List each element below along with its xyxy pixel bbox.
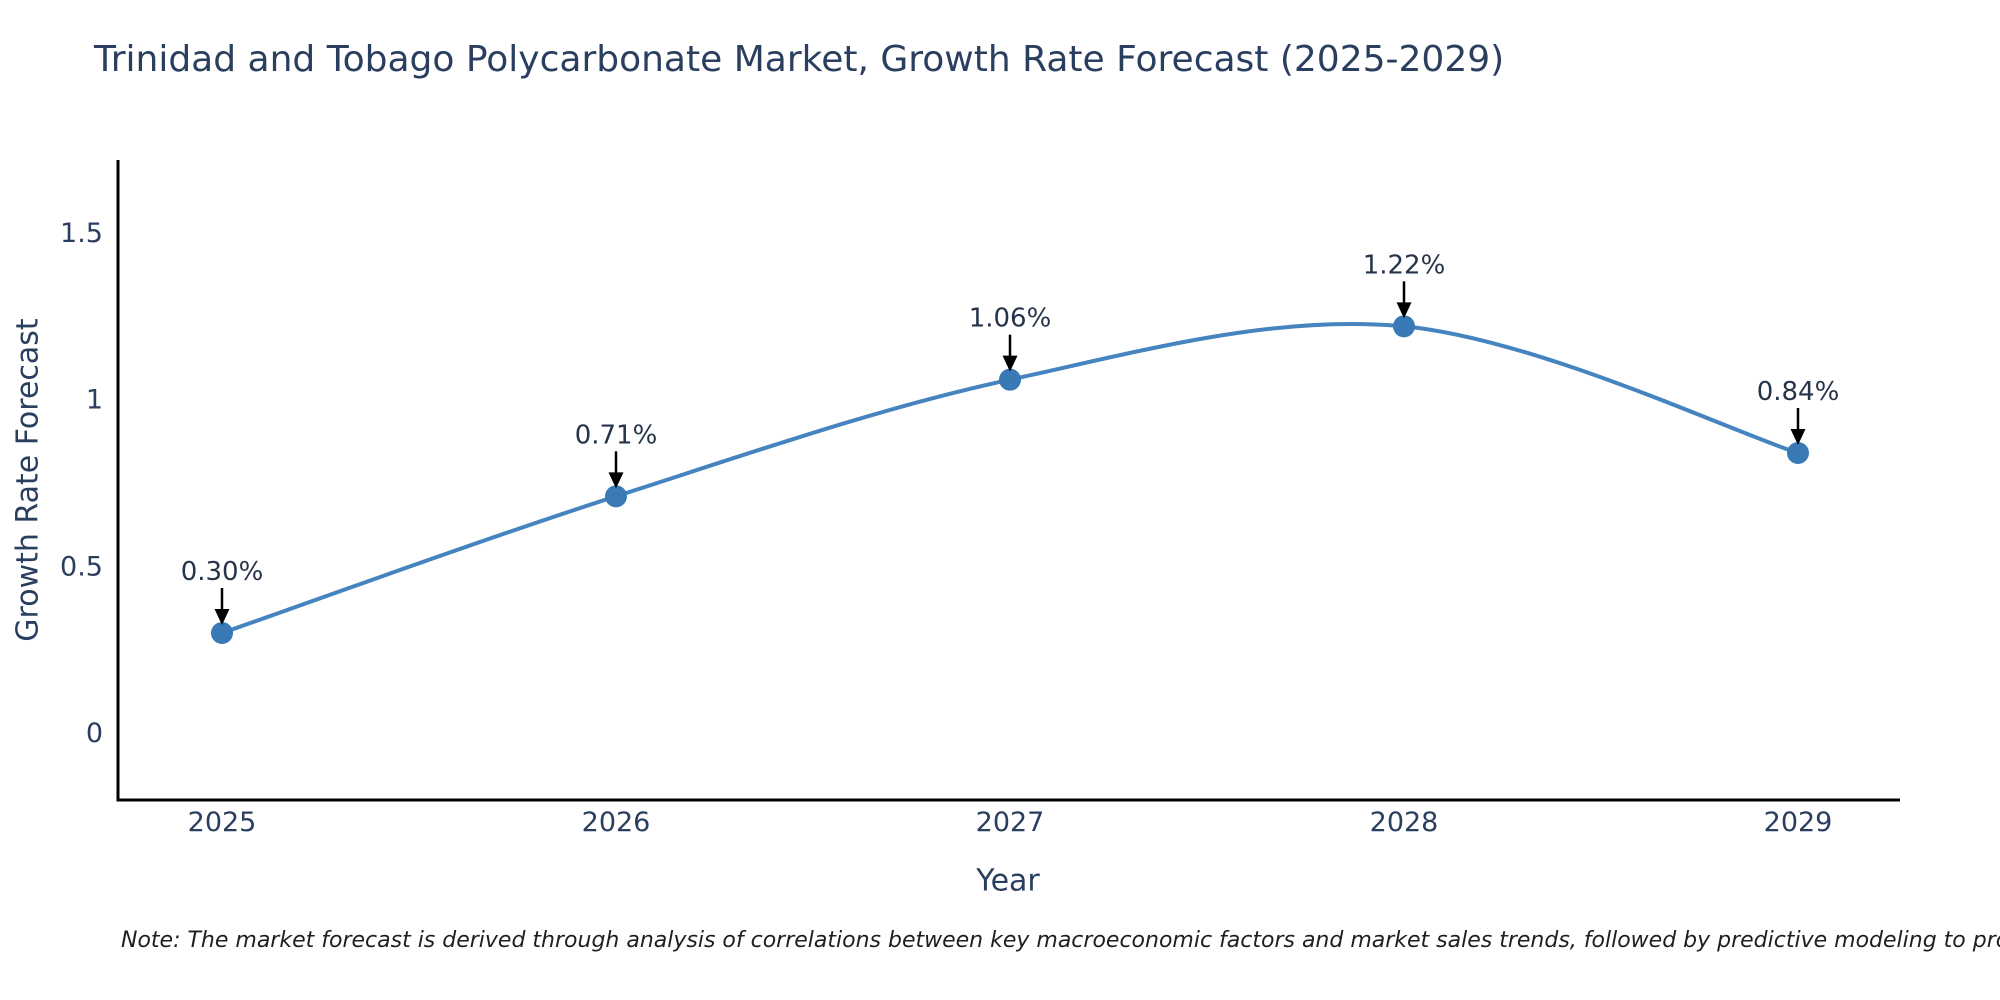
annotation-label-2027: 1.06% [969, 304, 1052, 334]
x-tick-2026: 2026 [582, 807, 651, 838]
y-tick-1: 1 [86, 385, 103, 416]
y-tick-1.5: 1.5 [60, 218, 103, 249]
data-point-2026[interactable] [605, 485, 627, 508]
data-point-2028[interactable] [1393, 315, 1415, 338]
chart-title: Trinidad and Tobago Polycarbonate Market… [94, 39, 1505, 80]
annotation-arrowhead-icon [1002, 355, 1018, 372]
y-tick-0: 0 [86, 718, 103, 749]
annotation-label-2025: 0.30% [181, 557, 264, 587]
annotation-label-2028: 1.22% [1363, 250, 1446, 280]
x-tick-2028: 2028 [1370, 807, 1439, 838]
annotation-arrowhead-icon [214, 609, 230, 626]
data-point-2027[interactable] [999, 368, 1021, 391]
footnote: Note: The market forecast is derived thr… [121, 928, 2000, 953]
data-point-2025[interactable] [211, 622, 233, 645]
x-tick-labels: 2025 2026 2027 2028 2029 [188, 807, 1833, 838]
annotation-arrowhead-icon [1396, 302, 1412, 319]
x-tick-2025: 2025 [188, 807, 257, 838]
data-points [211, 315, 1809, 645]
y-tick-labels: 0 0.5 1 1.5 [60, 218, 103, 749]
x-tick-2027: 2027 [976, 807, 1045, 838]
annotation-arrowhead-icon [1790, 429, 1806, 446]
annotation-arrowhead-icon [608, 472, 624, 489]
x-axis-title: Year [976, 863, 1040, 899]
annotation-label-2029: 0.84% [1757, 377, 1840, 407]
y-tick-0.5: 0.5 [60, 551, 103, 582]
data-point-2029[interactable] [1787, 442, 1809, 465]
annotation-label-2026: 0.71% [575, 420, 658, 450]
x-tick-2029: 2029 [1764, 807, 1833, 838]
point-annotations: 0.30% 0.71% 1.06% 1.22% 0.84% [181, 250, 1840, 626]
